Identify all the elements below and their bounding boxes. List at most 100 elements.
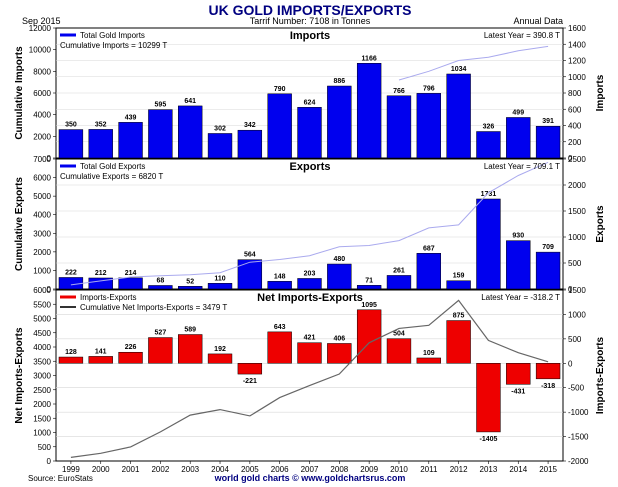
bar-2013: [476, 363, 501, 433]
bar-label-2013: 1731: [481, 191, 497, 198]
bar-2001: [118, 122, 143, 159]
bar-2007: [297, 107, 322, 159]
x-tick-label: 2015: [539, 465, 557, 474]
right-tick-label: 1000: [568, 310, 586, 319]
right-tick-label: -2000: [568, 457, 589, 466]
bar-2015: [535, 363, 561, 380]
bar-2009: [356, 285, 382, 290]
bar-label-2005: 342: [244, 122, 256, 129]
latest-year-text: Latest Year = -318.2 T: [481, 293, 560, 302]
right-tick-label: 500: [568, 259, 582, 268]
left-tick-label: 5500: [33, 300, 51, 309]
bar-label-2006: 643: [274, 324, 286, 331]
bar-2005: [237, 363, 263, 375]
left-tick-label: 3000: [33, 229, 51, 238]
left-tick-label: 0: [47, 457, 52, 466]
bar-label-2010: 766: [393, 88, 405, 95]
bar-label-2015: -318: [541, 383, 555, 390]
x-tick-label: 2004: [211, 465, 229, 474]
right-axis-title: Imports: [595, 74, 606, 111]
right-tick-label: 0: [568, 285, 573, 294]
left-tick-label: 2000: [33, 248, 51, 257]
bar-label-2003: 589: [184, 327, 196, 334]
panel-title: Net Imports-Exports: [257, 292, 363, 304]
left-tick-label: 4000: [33, 111, 51, 120]
bar-2004: [207, 353, 233, 364]
right-tick-label: 1600: [568, 24, 586, 33]
bar-2006: [267, 281, 292, 290]
bar-label-2011: 109: [423, 350, 435, 357]
bar-1999: [58, 356, 84, 364]
bar-label-2009: 1095: [361, 302, 377, 309]
left-tick-label: 1500: [33, 414, 51, 423]
bar-label-2012: 1034: [451, 66, 467, 73]
bar-label-2014: 930: [512, 233, 524, 240]
bar-label-2000: 212: [95, 270, 107, 277]
bar-label-2008: 406: [333, 335, 345, 342]
left-axis-title: Net Imports-Exports: [14, 327, 25, 424]
panel-title: Imports: [290, 30, 330, 42]
right-tick-label: 500: [568, 335, 582, 344]
right-tick-label: 1400: [568, 40, 586, 49]
legend-entry: Total Gold Exports: [80, 162, 145, 171]
cumulative-line: [70, 161, 549, 286]
left-tick-label: 1000: [33, 266, 51, 275]
bar-2005: [237, 259, 263, 290]
right-tick-label: -1500: [568, 433, 589, 442]
bar-2002: [148, 337, 173, 364]
right-tick-label: 400: [568, 122, 582, 131]
x-tick-label: 1999: [62, 465, 80, 474]
bar-label-2000: 352: [95, 121, 107, 128]
right-tick-label: 1200: [568, 57, 586, 66]
bar-label-1999: 128: [65, 349, 77, 356]
left-tick-label: 2000: [33, 400, 51, 409]
x-tick-label: 2009: [360, 465, 378, 474]
bar-2008: [327, 85, 352, 159]
panel-2: 128 141 226 527 589 192 -221 643 421 406 1095 504 10…: [14, 286, 606, 474]
bar-label-2010: 504: [393, 331, 405, 338]
bar-label-2006: 148: [274, 273, 286, 280]
right-tick-label: 0: [568, 359, 573, 368]
legend-entry: Cumulative Imports = 10299 T: [60, 41, 167, 50]
right-tick-label: -1000: [568, 408, 589, 417]
left-tick-label: 7000: [33, 155, 51, 164]
bar-2010: [386, 95, 412, 159]
bar-2004: [207, 283, 233, 290]
legend-entry: Cumulative Net Imports-Exports = 3479 T: [80, 303, 227, 312]
left-tick-label: 2500: [33, 386, 51, 395]
bar-2008: [327, 343, 352, 364]
bar-2013: [476, 131, 501, 159]
bar-label-2011: 796: [423, 85, 435, 92]
bar-label-2004: 302: [214, 125, 226, 132]
credit-note: world gold charts © www.goldchartsrus.co…: [214, 473, 406, 483]
chart-subtitle: Tarrif Number: 7108 in Tonnes: [250, 16, 371, 26]
bar-2000: [88, 129, 113, 159]
right-tick-label: 1500: [568, 207, 586, 216]
left-tick-label: 4000: [33, 211, 51, 220]
bar-2013: [476, 198, 501, 290]
bar-label-2007: 421: [304, 335, 316, 342]
bar-label-2008: 480: [333, 256, 345, 263]
bar-label-2001: 226: [125, 344, 137, 351]
left-tick-label: 6000: [33, 286, 51, 295]
bar-label-2004: 110: [214, 275, 225, 282]
bar-label-2013: -1405: [479, 436, 497, 443]
bar-label-2001: 214: [125, 270, 137, 277]
x-tick-label: 2011: [420, 465, 438, 474]
data-frequency: Annual Data: [513, 16, 563, 26]
bar-1999: [58, 277, 84, 290]
bar-label-2007: 203: [304, 270, 316, 277]
right-tick-label: 0: [568, 154, 573, 163]
bar-2014: [506, 363, 531, 385]
bar-label-2005: -221: [243, 378, 257, 385]
bar-label-2003: 52: [186, 278, 194, 285]
bar-2000: [88, 356, 113, 364]
right-tick-label: 2500: [568, 155, 586, 164]
x-tick-label: 2003: [181, 465, 199, 474]
right-tick-label: -500: [568, 384, 585, 393]
left-tick-label: 12000: [29, 24, 52, 33]
x-tick-label: 2002: [151, 465, 169, 474]
bar-label-2001: 439: [125, 114, 137, 121]
left-tick-label: 5000: [33, 192, 51, 201]
